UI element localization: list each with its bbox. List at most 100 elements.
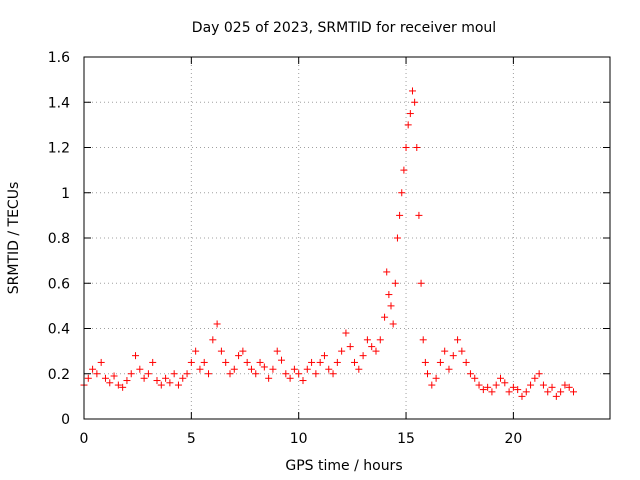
- y-tick-label: 1.6: [48, 50, 70, 66]
- data-point: [252, 370, 260, 378]
- y-tick-label: 0.2: [48, 367, 70, 383]
- y-tick-label: 0.6: [48, 276, 70, 292]
- data-point: [391, 279, 399, 287]
- plot-frame: [83, 56, 611, 420]
- data-point: [239, 347, 247, 355]
- data-point: [329, 370, 337, 378]
- data-point: [561, 381, 569, 389]
- data-point: [278, 356, 286, 364]
- data-point: [205, 370, 213, 378]
- data-point: [166, 379, 174, 387]
- data-point: [376, 336, 384, 344]
- data-point: [153, 377, 161, 385]
- data-point: [325, 365, 333, 373]
- data-point: [535, 370, 543, 378]
- data-point: [466, 370, 474, 378]
- data-point: [127, 370, 135, 378]
- x-tick-label: 5: [187, 431, 196, 447]
- data-point: [312, 370, 320, 378]
- data-point: [548, 383, 556, 391]
- data-point: [387, 302, 395, 310]
- data-point: [368, 343, 376, 351]
- data-point: [342, 329, 350, 337]
- data-point: [247, 365, 255, 373]
- data-point: [421, 358, 429, 366]
- data-point: [209, 336, 217, 344]
- data-point: [170, 370, 178, 378]
- data-point: [454, 336, 462, 344]
- data-point: [273, 347, 281, 355]
- data-point: [179, 374, 187, 382]
- data-point: [398, 189, 406, 197]
- y-tick-label: 0.4: [48, 322, 70, 338]
- data-point: [408, 87, 416, 95]
- data-point: [265, 374, 273, 382]
- data-point: [355, 365, 363, 373]
- data-point: [404, 121, 412, 129]
- data-point: [192, 347, 200, 355]
- data-point: [415, 211, 423, 219]
- data-point: [235, 352, 243, 360]
- data-point: [419, 336, 427, 344]
- data-point: [187, 358, 195, 366]
- data-point: [449, 352, 457, 360]
- data-point: [501, 379, 509, 387]
- data-point: [84, 374, 92, 382]
- data-point: [162, 374, 170, 382]
- data-point: [417, 279, 425, 287]
- data-point: [462, 358, 470, 366]
- data-point: [514, 386, 522, 394]
- data-point: [123, 377, 131, 385]
- data-point: [114, 381, 122, 389]
- data-point: [383, 268, 391, 276]
- data-point: [497, 374, 505, 382]
- data-point: [89, 365, 97, 373]
- x-axis-label: GPS time / hours: [285, 458, 402, 474]
- data-point: [132, 352, 140, 360]
- data-point: [230, 365, 238, 373]
- data-point: [359, 352, 367, 360]
- data-point: [479, 386, 487, 394]
- data-point: [509, 383, 517, 391]
- data-point: [119, 383, 127, 391]
- data-point: [436, 358, 444, 366]
- data-point: [372, 347, 380, 355]
- x-tick-label: 0: [80, 431, 89, 447]
- data-point: [396, 211, 404, 219]
- gridlines: [84, 57, 610, 419]
- data-point: [441, 347, 449, 355]
- data-point: [492, 381, 500, 389]
- data-point: [308, 358, 316, 366]
- data-point: [458, 347, 466, 355]
- x-tick-labels: 0 5 10 15 20: [80, 431, 523, 447]
- data-point: [269, 365, 277, 373]
- data-point: [411, 98, 419, 106]
- data-point: [406, 110, 414, 118]
- data-point: [149, 358, 157, 366]
- data-point: [316, 358, 324, 366]
- data-point: [505, 388, 513, 396]
- y-tick-label: 0.8: [48, 231, 70, 247]
- data-point: [286, 374, 294, 382]
- data-point: [320, 352, 328, 360]
- data-points: [80, 87, 578, 400]
- data-point: [484, 383, 492, 391]
- data-point: [539, 381, 547, 389]
- data-point: [522, 388, 530, 396]
- chart-title: Day 025 of 2023, SRMTID for receiver mou…: [192, 20, 496, 36]
- data-point: [226, 370, 234, 378]
- data-point: [518, 392, 526, 400]
- data-point: [346, 343, 354, 351]
- data-point: [222, 358, 230, 366]
- data-point: [381, 313, 389, 321]
- data-point: [488, 388, 496, 396]
- data-point: [183, 370, 191, 378]
- data-point: [140, 374, 148, 382]
- data-point: [565, 383, 573, 391]
- data-point: [544, 388, 552, 396]
- y-tick-label: 1.2: [48, 141, 70, 157]
- data-point: [243, 358, 251, 366]
- data-point: [475, 381, 483, 389]
- data-point: [333, 358, 341, 366]
- data-point: [424, 370, 432, 378]
